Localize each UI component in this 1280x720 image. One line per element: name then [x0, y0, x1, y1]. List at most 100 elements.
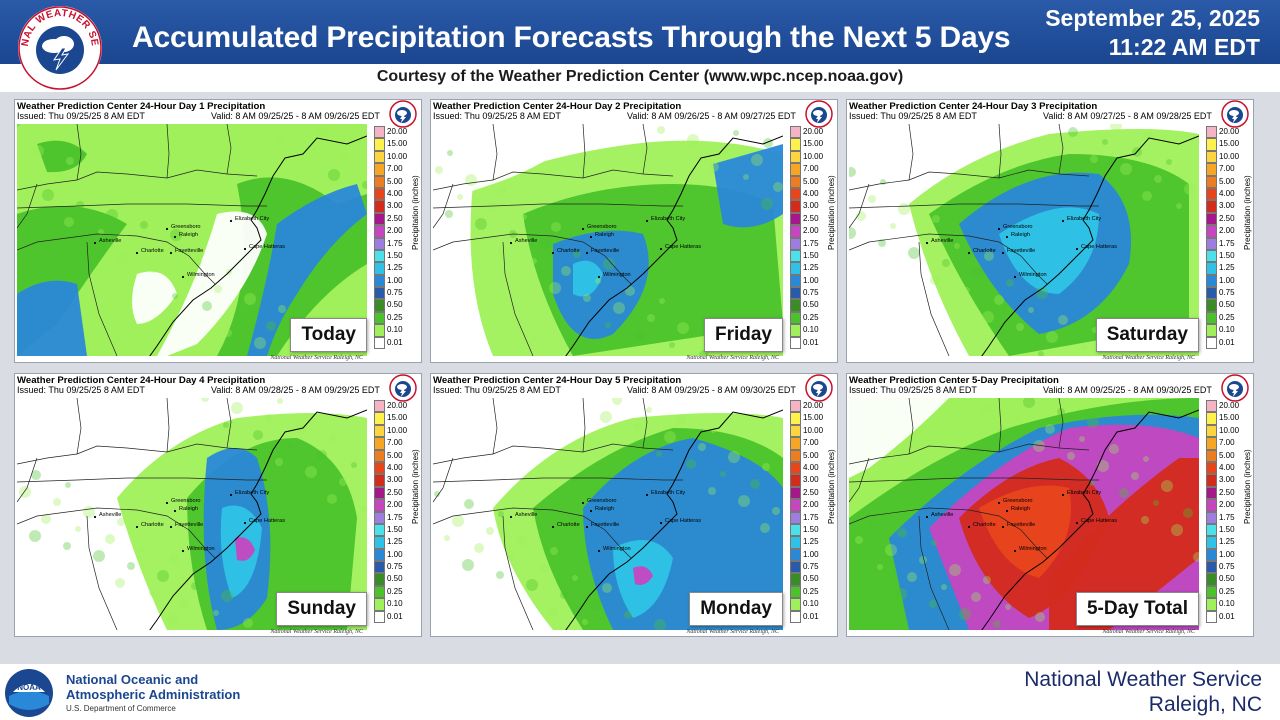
precip-speckle	[521, 214, 527, 220]
legend-value: 0.50	[803, 574, 819, 584]
precip-speckle	[1006, 279, 1014, 287]
legend-swatch	[790, 336, 801, 350]
precip-speckle	[972, 267, 984, 279]
legend-swatch	[790, 424, 801, 438]
precip-speckle	[1161, 480, 1173, 492]
legend-swatch	[1206, 437, 1217, 450]
legend-swatch	[1206, 610, 1217, 624]
precip-speckle	[994, 295, 1004, 305]
city-label: Raleigh	[179, 232, 198, 238]
legend-swatch	[374, 585, 385, 599]
precip-speckle	[721, 146, 729, 154]
legend-swatch	[374, 299, 385, 312]
legend-value: 20.00	[387, 401, 408, 410]
precip-speckle	[149, 590, 155, 596]
precip-speckle	[993, 620, 1001, 628]
precip-speckle	[116, 253, 128, 265]
precip-speckle	[179, 598, 189, 608]
precip-speckle	[318, 125, 330, 137]
precip-speckle	[561, 266, 571, 276]
precip-speckle	[1005, 604, 1011, 610]
precip-speckle	[1015, 416, 1021, 422]
legend-unit: Precipitation (inches)	[827, 449, 836, 524]
city-label: Asheville	[931, 238, 953, 244]
precip-map: Greensboro Raleigh Asheville Charlotte Fayet…	[17, 124, 367, 356]
precip-speckle	[1110, 124, 1122, 131]
precip-speckle	[526, 579, 538, 591]
legend-value: 1.50	[803, 524, 819, 534]
precip-map: Greensboro Raleigh Asheville Charlotte Fayet…	[849, 398, 1199, 630]
page-subtitle: Courtesy of the Weather Prediction Cente…	[376, 68, 904, 85]
city-marker	[585, 251, 589, 255]
legend-swatch	[790, 511, 801, 524]
precip-shade	[433, 398, 553, 538]
legend-value: 0.10	[803, 325, 819, 335]
legend-value: 0.75	[803, 562, 819, 572]
precip-speckle	[613, 302, 625, 314]
legend-value: 20.00	[1219, 401, 1240, 410]
nws-name: National Weather Service	[1024, 668, 1262, 691]
legend-swatch	[790, 598, 801, 611]
panel-issued: Issued: Thu 09/25/25 8 AM EDT	[849, 385, 977, 395]
map-credit: National Weather Service Raleigh, NC	[1102, 355, 1195, 361]
precip-speckle	[1131, 472, 1139, 480]
legend-swatch	[790, 249, 801, 263]
legend-swatch	[790, 486, 801, 500]
legend-swatch	[374, 610, 385, 624]
city-marker	[1005, 235, 1009, 239]
city-marker	[1061, 219, 1065, 223]
color-legend	[374, 126, 385, 350]
precip-speckle	[1080, 343, 1088, 351]
precip-speckle	[849, 227, 856, 239]
precip-speckle	[287, 442, 293, 448]
legend-value: 0.25	[1219, 312, 1235, 322]
forecast-panel: Weather Prediction Center 24-Hour Day 5 …	[430, 373, 838, 637]
legend-value: 10.00	[387, 151, 408, 161]
precip-speckle	[508, 555, 514, 561]
precip-speckle	[117, 518, 125, 526]
legend-value: 2.50	[387, 213, 403, 223]
panel-title: Weather Prediction Center 24-Hour Day 2 …	[433, 101, 682, 112]
legend-value: 0.75	[1219, 562, 1235, 572]
precip-speckle	[1193, 552, 1199, 562]
day-label: Friday	[703, 318, 783, 352]
city-label: Elizabeth City	[651, 216, 685, 222]
forecast-panel: Weather Prediction Center 24-Hour Day 1 …	[14, 99, 422, 363]
legend-swatch	[1206, 311, 1217, 325]
precip-speckle	[885, 544, 897, 556]
precip-speckle	[635, 330, 645, 340]
legend-swatch	[790, 225, 801, 238]
precip-speckle	[66, 157, 74, 165]
legend-swatch	[374, 400, 385, 413]
legend-swatch	[1206, 336, 1217, 350]
legend-value: 0.75	[1219, 288, 1235, 298]
city-label: Fayetteville	[175, 248, 203, 254]
wpc-logo-icon	[389, 100, 417, 128]
state-boundary	[452, 507, 632, 559]
precip-speckle	[445, 210, 453, 218]
precip-speckle	[244, 293, 256, 305]
legend-swatch	[374, 187, 385, 201]
city-label: Cape Hatteras	[1081, 518, 1117, 524]
precip-speckle	[634, 423, 642, 431]
legend-value: 1.75	[803, 512, 819, 522]
state-boundary	[433, 515, 454, 525]
precip-speckle	[157, 570, 169, 582]
state-boundary	[998, 124, 1002, 179]
precip-speckle	[172, 293, 178, 299]
precip-speckle	[65, 482, 71, 488]
legend-value: 10.00	[803, 425, 824, 435]
city-marker	[169, 251, 173, 255]
legend-value: 5.00	[1219, 176, 1235, 186]
wpc-logo-icon	[1221, 374, 1249, 402]
precip-speckle	[572, 575, 578, 581]
city-marker	[659, 521, 663, 525]
legend-value: 4.00	[803, 462, 819, 472]
precip-speckle	[868, 195, 876, 203]
legend-value: 1.25	[803, 537, 819, 547]
legend-value: 0.50	[387, 300, 403, 310]
legend-value: 10.00	[803, 151, 824, 161]
legend-swatch	[374, 225, 385, 238]
legend-swatch	[374, 262, 385, 275]
panel-valid-time: Valid: 8 AM 09/27/25 - 8 AM 09/28/25 EDT	[1043, 111, 1212, 121]
